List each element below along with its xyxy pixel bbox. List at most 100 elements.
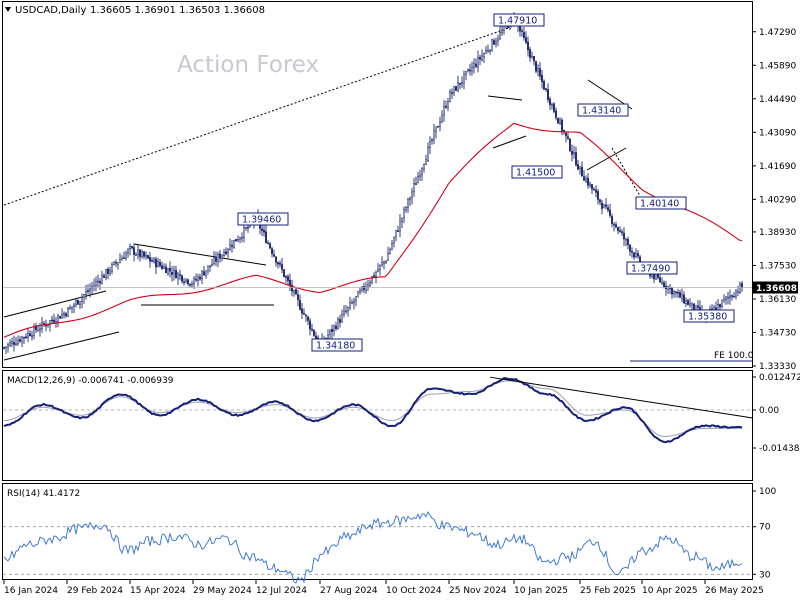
candle	[347, 306, 349, 317]
candle	[129, 243, 131, 256]
candle-body	[61, 313, 63, 319]
candle-body	[495, 41, 497, 45]
candle-body	[531, 56, 533, 59]
candle	[357, 290, 359, 298]
candle-body	[567, 136, 569, 139]
candle	[423, 163, 425, 173]
candle-body	[395, 230, 397, 238]
candle-body	[443, 106, 445, 116]
candle-body	[31, 335, 33, 337]
level-annotation: 1.43140	[577, 103, 629, 117]
candle-body	[81, 297, 83, 302]
candle-body	[355, 296, 357, 301]
candle	[309, 317, 311, 336]
candle-body	[219, 253, 221, 259]
pattern-line	[3, 331, 120, 361]
long-trend-line	[3, 18, 535, 206]
x-tick-label: 15 Apr 2024	[130, 586, 186, 596]
candle-body	[161, 265, 163, 269]
candle	[439, 116, 441, 132]
level-annotation-label: 1.39460	[242, 215, 281, 226]
candle	[7, 342, 9, 353]
macd-line	[3, 377, 743, 444]
candle-body	[327, 334, 329, 339]
candle-body	[291, 284, 293, 292]
candle	[57, 313, 59, 328]
candle-body	[597, 191, 599, 200]
candle	[225, 247, 227, 256]
candle	[583, 170, 585, 181]
candle	[485, 46, 487, 54]
candle-body	[119, 259, 121, 263]
candle-body	[225, 251, 227, 254]
candle	[141, 249, 143, 259]
candle	[157, 257, 159, 268]
candle	[549, 96, 551, 111]
dropdown-triangle-icon[interactable]	[5, 7, 11, 12]
candle	[681, 288, 683, 303]
candle	[11, 337, 13, 347]
candle-body	[661, 281, 663, 284]
candle-body	[689, 303, 691, 306]
candle-body	[347, 306, 349, 312]
candle	[635, 248, 637, 259]
candle-body	[19, 339, 21, 342]
candle-body	[565, 132, 567, 137]
candle	[601, 199, 603, 215]
candle	[561, 117, 563, 136]
pattern-line	[586, 147, 627, 171]
candle-body	[215, 257, 217, 262]
candle	[383, 260, 385, 270]
candle-body	[415, 183, 417, 185]
candle-body	[239, 237, 241, 241]
candle-body	[33, 326, 35, 336]
candle-body	[579, 166, 581, 169]
candle-body	[197, 276, 199, 281]
candle	[113, 261, 115, 266]
pattern-line	[3, 290, 107, 318]
candle-body	[101, 275, 103, 284]
level-annotation: 1.40140	[635, 196, 687, 210]
candle	[193, 276, 195, 289]
candle	[487, 44, 489, 53]
candle-body	[7, 344, 9, 348]
candle	[125, 250, 127, 261]
candle-body	[447, 101, 449, 108]
candle	[623, 227, 625, 247]
candle-body	[449, 91, 451, 103]
candle-body	[721, 299, 723, 307]
candle-body	[625, 238, 627, 241]
candle-body	[65, 313, 67, 317]
candle-body	[171, 271, 173, 275]
candle-body	[635, 253, 637, 257]
candle	[481, 49, 483, 62]
candle-body	[403, 209, 405, 218]
candle-body	[671, 287, 673, 295]
candle	[299, 294, 301, 311]
candle-body	[471, 66, 473, 72]
candle-body	[27, 332, 29, 338]
candle-body	[133, 247, 135, 255]
x-tick-label: 25 Nov 2024	[449, 586, 507, 596]
candle-body	[163, 266, 165, 269]
candle-body	[261, 228, 263, 231]
level-annotation: 1.47910	[493, 13, 545, 27]
candle-body	[205, 270, 207, 276]
candle	[311, 323, 313, 332]
candle	[687, 298, 689, 306]
candle-body	[305, 314, 307, 317]
candle-body	[363, 286, 365, 290]
candle	[163, 263, 165, 269]
candle	[471, 61, 473, 76]
candle-body	[247, 226, 249, 229]
rsi-tick-label: 30	[759, 570, 771, 580]
candle-body	[343, 310, 345, 315]
candle	[531, 51, 533, 59]
x-tick-label: 10 Jan 2025	[514, 586, 568, 596]
candle-body	[391, 243, 393, 250]
candle	[379, 264, 381, 276]
candle	[385, 259, 387, 265]
candle	[567, 132, 569, 140]
price-tick-label: 1.44490	[759, 95, 796, 105]
candle-body	[605, 204, 607, 207]
